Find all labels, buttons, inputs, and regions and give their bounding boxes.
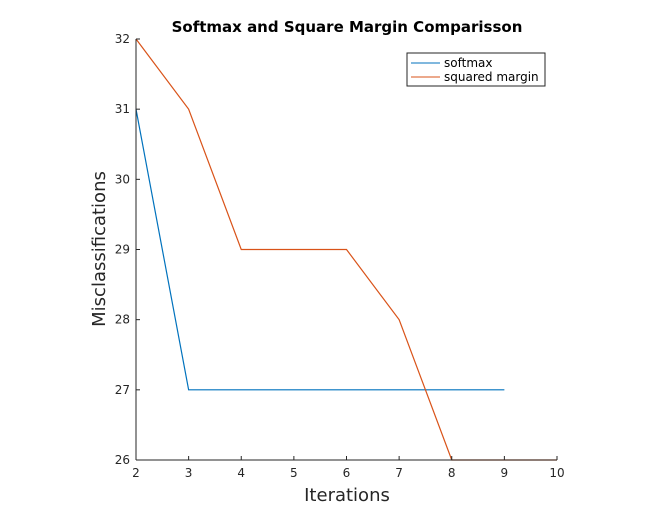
y-tick-label: 30	[115, 172, 130, 186]
y-tick-label: 31	[115, 102, 130, 116]
y-tick-label: 32	[115, 32, 130, 46]
y-tick-label: 26	[115, 453, 130, 467]
plot-area: 2 3 4 5 6 7 8 9 10 26 27 28 29 30 31 32	[115, 32, 565, 480]
legend-box	[406, 52, 546, 87]
x-tick-label: 8	[448, 466, 456, 480]
legend-label-squared-margin: squared margin	[444, 70, 539, 84]
legend-label-softmax: softmax	[444, 56, 492, 70]
y-tick-label: 27	[115, 383, 130, 397]
x-ticks: 2 3 4 5 6 7 8 9 10	[132, 456, 565, 480]
x-tick-label: 2	[132, 466, 140, 480]
x-axis-label: Iterations	[304, 485, 390, 506]
chart-title: Softmax and Square Margin Comparisson	[172, 18, 523, 36]
legend: softmax squared margin	[406, 52, 546, 87]
x-tick-label: 6	[343, 466, 351, 480]
x-tick-label: 10	[549, 466, 564, 480]
x-tick-label: 4	[237, 466, 245, 480]
y-ticks: 26 27 28 29 30 31 32	[115, 32, 140, 467]
x-tick-label: 7	[395, 466, 403, 480]
x-tick-label: 9	[501, 466, 509, 480]
x-tick-label: 3	[185, 466, 193, 480]
y-tick-label: 29	[115, 243, 130, 257]
x-tick-label: 5	[290, 466, 298, 480]
y-tick-label: 28	[115, 313, 130, 327]
y-axis-label: Misclassifications	[89, 171, 110, 327]
series-line-softmax	[135, 109, 505, 391]
